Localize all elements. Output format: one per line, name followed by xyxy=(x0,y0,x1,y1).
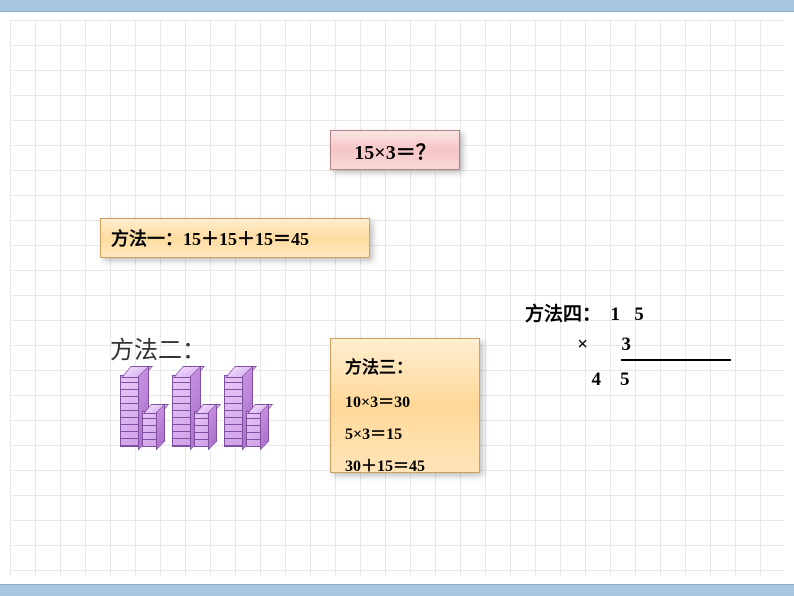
method3-line3: 30＋15＝45 xyxy=(345,451,465,483)
method3-line2: 5×3＝15 xyxy=(345,419,465,451)
short-block-icon xyxy=(142,411,158,447)
method2-label: 方法二： xyxy=(110,330,206,365)
method4-result-row: 4 5 xyxy=(525,365,731,395)
block-group xyxy=(120,375,158,447)
method4-mult-row: × 3 xyxy=(525,330,731,360)
method3-line1: 10×3＝30 xyxy=(345,387,465,419)
method2-blocks xyxy=(120,375,262,447)
short-block-icon xyxy=(246,411,262,447)
short-block-icon xyxy=(194,411,210,447)
method1-text: 方法一：15＋15＋15＝45 xyxy=(111,225,309,251)
question-box: 15×3＝？ xyxy=(330,130,460,170)
method1-box: 方法一：15＋15＋15＝45 xyxy=(100,218,370,258)
block-group xyxy=(172,375,210,447)
method3-box: 方法三： 10×3＝30 5×3＝15 30＋15＝45 xyxy=(330,338,480,473)
tall-block-icon xyxy=(120,375,140,447)
method4-calculation: 方法四： 1 5 × 3 4 5 xyxy=(525,300,731,395)
tall-block-icon xyxy=(172,375,192,447)
top-bar xyxy=(0,0,794,12)
grid-background xyxy=(10,20,784,576)
tall-block-icon xyxy=(224,375,244,447)
method4-title-row: 方法四： 1 5 xyxy=(525,300,731,330)
bottom-bar xyxy=(0,584,794,596)
block-group xyxy=(224,375,262,447)
method3-title: 方法三： xyxy=(345,351,465,385)
method4-underline xyxy=(621,359,731,361)
question-text: 15×3＝？ xyxy=(354,136,435,165)
